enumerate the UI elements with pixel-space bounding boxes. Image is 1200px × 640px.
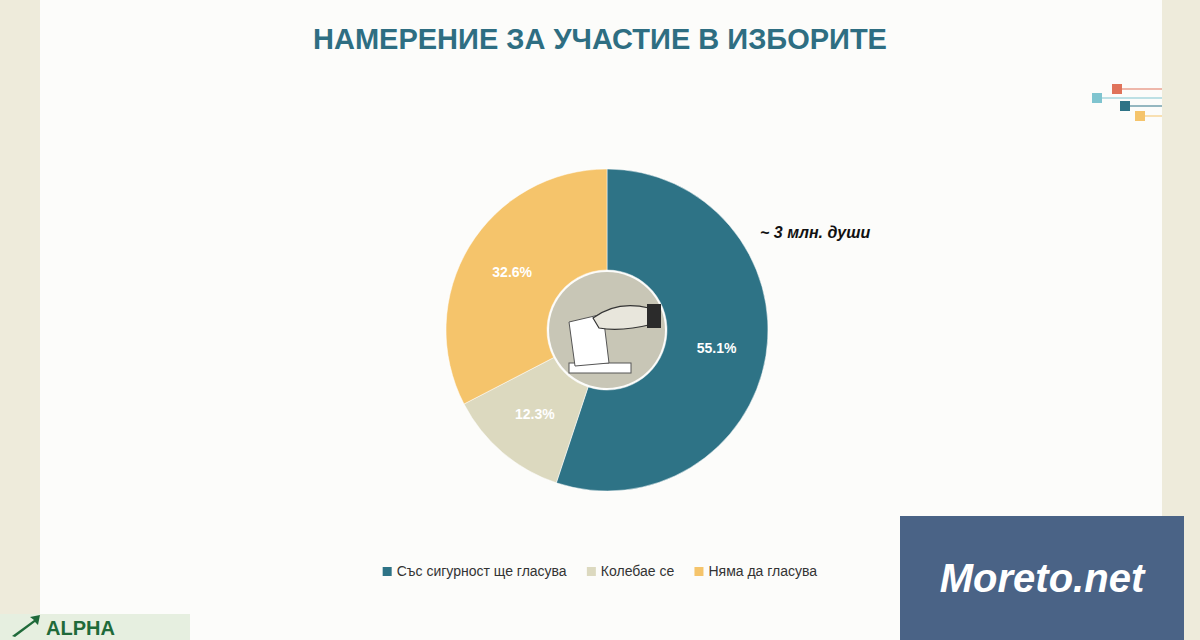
- legend-item: Колебае се: [587, 563, 675, 579]
- data-label: 12.3%: [515, 406, 555, 422]
- legend-label: Със сигурност ще гласува: [397, 563, 567, 579]
- decoration-line: [1118, 89, 1162, 90]
- decoration-square: [1112, 84, 1122, 94]
- decoration-line: [1100, 98, 1162, 99]
- decoration-line: [1125, 106, 1162, 107]
- icon-hand: [593, 306, 653, 330]
- decoration-square: [1135, 111, 1145, 121]
- legend-swatch: [587, 567, 596, 576]
- slices: [446, 169, 768, 491]
- decoration-square: [1092, 93, 1102, 103]
- chart-root: НАМЕРЕНИЕ ЗА УЧАСТИЕ В ИЗБОРИТЕ 55.1% 12.3…: [0, 0, 1200, 640]
- logo-box: [0, 614, 190, 640]
- icon-sleeve: [647, 304, 661, 328]
- legend-swatch: [383, 567, 392, 576]
- data-label: 55.1%: [697, 340, 737, 356]
- watermark-text: Moreto.net: [940, 556, 1146, 600]
- legend-label: Няма да гласува: [708, 563, 817, 579]
- icon-circle: [549, 272, 665, 388]
- chart-title: НАМЕРЕНИЕ ЗА УЧАСТИЕ В ИЗБОРИТЕ: [313, 23, 887, 55]
- legend-label: Колебае се: [601, 563, 675, 579]
- page-background: [0, 0, 1200, 640]
- legend: Със сигурност ще гласува Колебае се Няма д…: [383, 563, 818, 579]
- annotation: ~ 3 млн. души: [760, 224, 870, 241]
- data-label: 32.6%: [492, 264, 532, 280]
- data-labels: 55.1% 12.3% 32.6%: [492, 264, 737, 422]
- legend-swatch: [694, 567, 703, 576]
- decoration-square: [1120, 101, 1130, 111]
- decoration: [1092, 84, 1162, 121]
- logo-arrow: [12, 615, 40, 637]
- legend-item: Няма да гласува: [694, 563, 817, 579]
- logo: ALPHA: [0, 614, 190, 640]
- legend-item: Със сигурност ще гласува: [383, 563, 567, 579]
- center-icon: [549, 272, 665, 388]
- watermark: Moreto.net: [900, 516, 1184, 640]
- logo-text: ALPHA: [46, 617, 115, 639]
- watermark-box: [900, 516, 1184, 640]
